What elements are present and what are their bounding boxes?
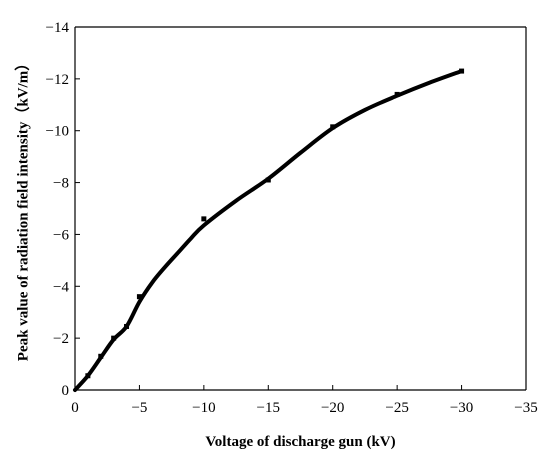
data-point xyxy=(111,335,117,341)
y-tick-label: −14 xyxy=(46,20,70,36)
x-axis-title: Voltage of discharge gun (kV) xyxy=(205,434,395,450)
x-tick-label: −30 xyxy=(450,400,473,416)
y-tick-label: −4 xyxy=(53,279,69,295)
y-tick-label: −10 xyxy=(46,124,69,140)
data-point xyxy=(98,353,104,359)
x-tick-label: −25 xyxy=(385,400,408,416)
x-tick-label: −35 xyxy=(514,400,537,416)
x-ticks: 0 −5 −10 −15 −20 −25 −30 −35 xyxy=(71,385,538,416)
data-point xyxy=(459,68,465,74)
data-point xyxy=(136,294,142,300)
series-curve xyxy=(73,69,464,392)
x-tick-label: −15 xyxy=(257,400,280,416)
data-point xyxy=(265,177,271,183)
y-axis-title: Peak value of radiation field intensity（… xyxy=(13,56,31,361)
y-tick-label: −8 xyxy=(53,176,69,192)
data-point xyxy=(394,91,400,97)
data-point xyxy=(330,124,336,130)
data-point xyxy=(85,373,91,379)
y-tick-label: −12 xyxy=(46,72,69,88)
y-tick-label: −2 xyxy=(53,331,69,347)
x-tick-label: 0 xyxy=(71,400,79,416)
x-tick-label: −5 xyxy=(131,400,147,416)
plot-area: 0 −5 −10 −15 −20 −25 −30 −35 0 −2 −4 −6 −8 −10 −12 −14 xyxy=(46,20,538,416)
y-tick-label: −6 xyxy=(53,227,69,243)
series-markers xyxy=(85,68,465,379)
x-tick-label: −20 xyxy=(321,400,344,416)
data-point xyxy=(124,323,130,329)
x-tick-label: −10 xyxy=(192,400,215,416)
y-tick-label: 0 xyxy=(62,383,70,399)
data-point xyxy=(201,216,207,222)
y-ticks: 0 −2 −4 −6 −8 −10 −12 −14 xyxy=(46,20,80,399)
